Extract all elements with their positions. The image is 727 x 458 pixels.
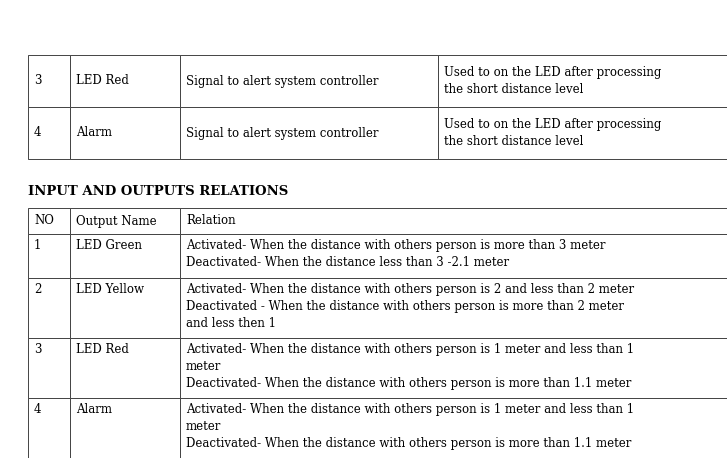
Bar	[180, 234, 727, 278]
Text: Signal to alert system controller: Signal to alert system controller	[186, 126, 379, 140]
Bar	[180, 107, 438, 159]
Bar	[70, 234, 180, 278]
Text: Activated- When the distance with others person is 1 meter and less than 1
meter: Activated- When the distance with others…	[186, 343, 634, 390]
Text: Alarm: Alarm	[76, 126, 112, 140]
Bar	[70, 208, 180, 234]
Bar	[180, 55, 438, 107]
Text: Activated- When the distance with others person is more than 3 meter
Deactivated: Activated- When the distance with others…	[186, 239, 606, 269]
Text: NO: NO	[34, 214, 54, 228]
Text: Activated- When the distance with others person is 2 and less than 2 meter
Deact: Activated- When the distance with others…	[186, 283, 634, 330]
Text: LED Yellow: LED Yellow	[76, 283, 144, 296]
Bar	[28, 234, 70, 278]
Bar	[28, 398, 70, 458]
Text: 3: 3	[34, 343, 41, 356]
Text: 3: 3	[34, 75, 41, 87]
Text: 1: 1	[34, 239, 41, 252]
Text: LED Red: LED Red	[76, 343, 129, 356]
Text: Output Name: Output Name	[76, 214, 156, 228]
Bar	[70, 55, 180, 107]
Text: LED Green: LED Green	[76, 239, 142, 252]
Bar	[28, 338, 70, 398]
Bar	[180, 278, 727, 338]
Text: INPUT AND OUTPUTS RELATIONS: INPUT AND OUTPUTS RELATIONS	[28, 185, 288, 198]
Text: Used to on the LED after processing
the short distance level: Used to on the LED after processing the …	[444, 118, 662, 148]
Bar	[28, 55, 70, 107]
Bar	[438, 107, 727, 159]
Text: Signal to alert system controller: Signal to alert system controller	[186, 75, 379, 87]
Bar	[180, 338, 727, 398]
Bar	[28, 208, 70, 234]
Text: Alarm: Alarm	[76, 403, 112, 416]
Bar	[70, 107, 180, 159]
Bar	[180, 398, 727, 458]
Text: LED Red: LED Red	[76, 75, 129, 87]
Text: Relation: Relation	[186, 214, 236, 228]
Bar	[180, 208, 727, 234]
Bar	[28, 278, 70, 338]
Text: 4: 4	[34, 403, 41, 416]
Bar	[70, 278, 180, 338]
Bar	[70, 338, 180, 398]
Text: Activated- When the distance with others person is 1 meter and less than 1
meter: Activated- When the distance with others…	[186, 403, 634, 450]
Text: Used to on the LED after processing
the short distance level: Used to on the LED after processing the …	[444, 66, 662, 96]
Bar	[28, 107, 70, 159]
Bar	[70, 398, 180, 458]
Bar	[438, 55, 727, 107]
Text: 2: 2	[34, 283, 41, 296]
Text: 4: 4	[34, 126, 41, 140]
